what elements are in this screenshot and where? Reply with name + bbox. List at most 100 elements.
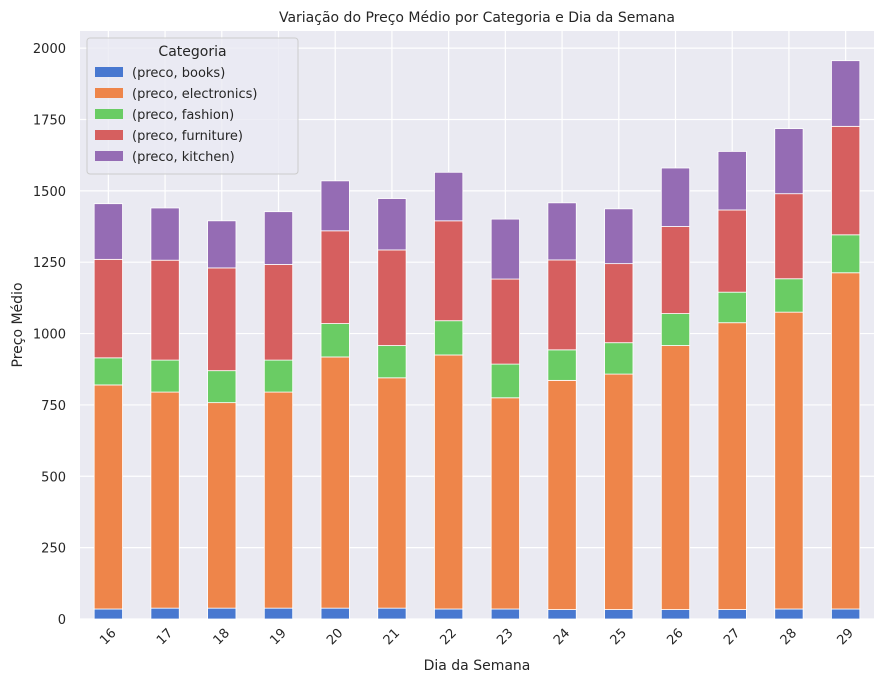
bar-segment-23-4 — [490, 218, 520, 280]
bar-segment-26-3 — [660, 226, 691, 314]
x-tick-labels: 16 17 18 19 20 21 22 23 24 25 26 27 28 29 — [97, 626, 857, 648]
y-tick-label: 1750 — [33, 113, 66, 128]
bar-segment-28-3 — [774, 193, 804, 280]
legend-box — [86, 37, 299, 175]
bar-segment-24-1 — [547, 379, 577, 610]
x-tick-label: 24 — [551, 626, 573, 648]
bar-segment-23-3 — [490, 278, 520, 365]
bar-segment-22-0 — [434, 608, 464, 620]
bar-segment-18-1 — [207, 402, 237, 609]
legend-swatch — [95, 88, 123, 98]
bar-segment-28-1 — [774, 311, 804, 610]
bar-segment-22-2 — [434, 320, 464, 356]
bar-segment-28-4 — [774, 128, 804, 195]
bar-segment-24-3 — [547, 259, 577, 351]
bar-segment-28-0 — [774, 608, 804, 620]
y-axis-label: Preço Médio — [10, 282, 26, 367]
y-tick-labels: 0 250 500 750 1000 1250 1500 1750 2000 — [33, 42, 66, 628]
legend-label: (preco, books) — [132, 66, 225, 81]
bar-segment-26-4 — [660, 167, 691, 227]
x-tick-label: 29 — [834, 626, 856, 648]
bar-segment-25-3 — [604, 263, 634, 344]
x-tick-label: 26 — [664, 626, 686, 648]
legend-swatch — [95, 130, 123, 140]
bar-segment-19-0 — [263, 607, 294, 620]
bars — [93, 60, 861, 620]
bar-segment-22-4 — [434, 171, 464, 222]
bar-segment-26-0 — [660, 609, 691, 620]
bar-segment-25-2 — [604, 342, 634, 375]
x-tick-label: 16 — [97, 626, 119, 648]
bar-segment-23-1 — [490, 397, 520, 610]
bar-segment-21-3 — [377, 249, 407, 346]
legend: Categoria (preco, books) (preco, electron… — [86, 37, 299, 175]
bar-segment-24-4 — [547, 202, 577, 261]
x-axis-label: Dia da Semana — [424, 658, 531, 674]
bar-segment-17-2 — [150, 359, 180, 393]
y-tick-label: 250 — [41, 542, 66, 557]
legend-label: (preco, fashion) — [132, 108, 234, 123]
bar-segment-16-1 — [93, 384, 123, 610]
bar-segment-22-1 — [434, 354, 464, 610]
y-tick-label: 0 — [58, 613, 66, 628]
x-tick-label: 23 — [494, 626, 516, 648]
bar-segment-17-0 — [150, 607, 180, 620]
bar-segment-27-2 — [717, 291, 747, 324]
bar-segment-21-2 — [377, 345, 407, 379]
bar-segment-24-0 — [547, 609, 577, 620]
legend-label: (preco, electronics) — [132, 87, 257, 102]
legend-swatch — [95, 67, 123, 77]
bar-segment-29-4 — [831, 60, 861, 127]
bar-segment-24-2 — [547, 349, 577, 381]
bar-segment-16-3 — [93, 258, 123, 359]
bar-segment-21-0 — [377, 607, 407, 620]
legend-swatch — [95, 151, 123, 161]
bar-segment-29-1 — [831, 272, 861, 610]
bar-segment-25-0 — [604, 609, 634, 620]
bar-segment-16-0 — [93, 608, 123, 620]
bar-segment-17-1 — [150, 391, 180, 609]
y-tick-label: 1000 — [33, 328, 66, 343]
bar-segment-17-3 — [150, 259, 180, 361]
bar-segment-18-3 — [207, 267, 237, 372]
bar-segment-19-2 — [263, 359, 294, 393]
legend-label: (preco, kitchen) — [132, 150, 235, 165]
x-tick-label: 28 — [778, 626, 800, 648]
bar-segment-22-3 — [434, 220, 464, 322]
bar-segment-27-4 — [717, 151, 747, 211]
x-tick-label: 21 — [381, 626, 403, 648]
bar-segment-25-4 — [604, 208, 634, 265]
bar-segment-26-2 — [660, 313, 691, 346]
bar-segment-29-2 — [831, 234, 861, 274]
bar-segment-18-2 — [207, 370, 237, 404]
bar-segment-29-0 — [831, 608, 861, 620]
x-tick-label: 17 — [154, 626, 176, 648]
bar-segment-29-3 — [831, 125, 861, 236]
bar-segment-18-4 — [207, 220, 237, 269]
chart-title: Variação do Preço Médio por Categoria e … — [279, 10, 675, 26]
bar-segment-27-0 — [717, 609, 747, 620]
bar-segment-21-1 — [377, 377, 407, 609]
y-tick-label: 750 — [41, 399, 66, 414]
bar-segment-27-3 — [717, 209, 747, 293]
y-tick-label: 2000 — [33, 42, 66, 57]
bar-segment-18-0 — [207, 607, 237, 620]
bar-segment-23-0 — [490, 608, 520, 620]
y-tick-label: 1250 — [33, 256, 66, 271]
y-tick-label: 1500 — [33, 185, 66, 200]
bar-segment-17-4 — [150, 207, 180, 261]
bar-segment-19-3 — [263, 264, 294, 361]
legend-swatch — [95, 109, 123, 119]
bar-segment-23-2 — [490, 363, 520, 399]
bar-segment-27-1 — [717, 322, 747, 610]
x-tick-label: 27 — [721, 626, 743, 648]
x-tick-label: 22 — [437, 626, 459, 648]
bar-segment-16-4 — [93, 203, 123, 260]
legend-items: (preco, books) (preco, electronics) (preco… — [95, 66, 257, 165]
x-tick-label: 18 — [211, 626, 233, 648]
bar-segment-20-4 — [320, 180, 350, 232]
bar-segment-16-2 — [93, 357, 123, 386]
bar-segment-26-1 — [660, 345, 691, 610]
bar-segment-20-0 — [320, 607, 350, 620]
